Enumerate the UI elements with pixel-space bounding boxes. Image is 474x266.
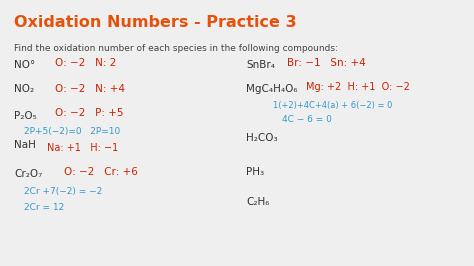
Text: P₂O₅: P₂O₅ (14, 111, 37, 121)
Text: Mg: +2  H: +1  O: −2: Mg: +2 H: +1 O: −2 (306, 82, 410, 92)
Text: SnBr₄: SnBr₄ (246, 60, 275, 70)
Text: O: −2   N: +4: O: −2 N: +4 (55, 84, 125, 94)
Text: 2Cr +7(−2) = −2: 2Cr +7(−2) = −2 (24, 187, 102, 196)
Text: PH₃: PH₃ (246, 167, 264, 177)
Text: O: −2   N: 2: O: −2 N: 2 (55, 57, 116, 68)
Text: 2P+5(−2)=0   2P=10: 2P+5(−2)=0 2P=10 (24, 127, 120, 136)
Text: MgC₄H₄O₆: MgC₄H₄O₆ (246, 84, 298, 94)
Text: NO°: NO° (14, 60, 36, 70)
Text: O: −2   P: +5: O: −2 P: +5 (55, 108, 123, 118)
Text: Find the oxidation number of each species in the following compounds:: Find the oxidation number of each specie… (14, 44, 338, 53)
Text: 1(+2)+4C+4(a) + 6(−2) = 0: 1(+2)+4C+4(a) + 6(−2) = 0 (273, 101, 392, 110)
Text: Na: +1   H: −1: Na: +1 H: −1 (47, 143, 118, 153)
Text: H₂CO₃: H₂CO₃ (246, 133, 278, 143)
Text: Br: −1   Sn: +4: Br: −1 Sn: +4 (287, 57, 365, 68)
Text: 2Cr = 12: 2Cr = 12 (24, 203, 64, 212)
Text: Cr₂O₇: Cr₂O₇ (14, 169, 43, 179)
Text: 4C − 6 = 0: 4C − 6 = 0 (282, 115, 332, 124)
Text: O: −2   Cr: +6: O: −2 Cr: +6 (64, 167, 138, 177)
Text: Oxidation Numbers - Practice 3: Oxidation Numbers - Practice 3 (14, 15, 297, 30)
Text: NaH: NaH (14, 140, 36, 150)
Text: NO₂: NO₂ (14, 84, 34, 94)
Text: C₂H₆: C₂H₆ (246, 197, 270, 207)
